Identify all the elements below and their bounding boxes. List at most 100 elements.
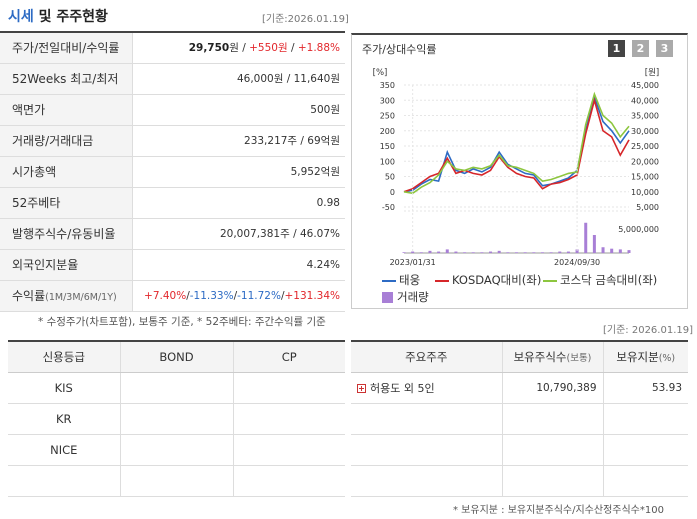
- chart-tab-1-button[interactable]: 1: [608, 40, 625, 57]
- left-tick-label: 100: [380, 157, 395, 166]
- info-row-volume: 거래량/거래대금 233,217주 / 69억원: [0, 126, 345, 157]
- legend-swatch: [435, 279, 449, 282]
- volume-bar: [592, 235, 596, 253]
- left-tick-label: 200: [380, 127, 395, 136]
- info-row-shares: 발행주식수/유동비율 20,007,381주 / 46.07%: [0, 219, 345, 250]
- series-line-2: [403, 97, 630, 193]
- holder-name-cell[interactable]: 허용도 외 5인: [351, 372, 502, 404]
- left-tick-label: 300: [380, 96, 395, 105]
- series-line-3: [403, 91, 630, 195]
- section-header: 시세 및 주주현황 [기준:2026.01.19]: [0, 0, 697, 33]
- volume-bar: [402, 252, 406, 253]
- volume-bar: [601, 247, 605, 253]
- right-tick-label: 25,000: [631, 142, 659, 151]
- left-tick-label: 150: [380, 142, 395, 151]
- holders-header-pct: 보유지분(%): [602, 342, 688, 373]
- right-axis-ticks: 45,000 40,000 35,000 30,000 25,000 20,000 15,0…: [631, 81, 659, 212]
- table-row: [351, 465, 688, 497]
- volume-bar: [610, 248, 614, 253]
- info-row-foreign: 외국인지분율 4.24%: [0, 250, 345, 281]
- credit-header-rating: 신용등급: [8, 342, 120, 373]
- volume-bar: [497, 250, 501, 253]
- volume-bar: [549, 252, 553, 253]
- chart-panel: 주가/상대수익률 1 2 3 [%] [원] 350 300 250 200 150 10…: [351, 33, 688, 309]
- chart-tab-2-button[interactable]: 2: [632, 40, 649, 57]
- legend-item-metal: 코스닥 금속대비(좌): [543, 272, 657, 288]
- x-tick-label: 2023/01/31: [390, 258, 436, 267]
- right-tick-label: 40,000: [631, 96, 659, 105]
- right-tick-label: 45,000: [631, 81, 659, 90]
- table-row: [8, 465, 345, 497]
- holders-footnote: * 보유지분 : 보유지분주식수/지수산정주식수*100: [453, 505, 664, 516]
- info-row-market-cap: 시가총액 5,952억원: [0, 157, 345, 188]
- right-tick-label: 20,000: [631, 157, 659, 166]
- left-tick-label: -50: [382, 203, 395, 212]
- legend-swatch: [382, 279, 396, 282]
- volume-bar: [454, 251, 458, 253]
- info-row-beta: 52주베타 0.98: [0, 188, 345, 219]
- volume-bar: [532, 252, 536, 253]
- volume-bar: [515, 252, 518, 253]
- volume-bar: [471, 252, 475, 253]
- header-divider: [0, 31, 345, 33]
- volume-bar: [489, 251, 493, 253]
- holders-base-date: [기준: 2026.01.19]: [603, 325, 694, 336]
- base-date: [기준:2026.01.19]: [262, 14, 349, 25]
- info-row-price: 주가/전일대비/수익률 29,750원 / +550원 / +1.88%: [0, 33, 345, 64]
- info-row-returns: 수익률(1M/3M/6M/1Y) +7.40%/-11.33%/-11.72%/…: [0, 281, 345, 312]
- left-unit-label: [%]: [373, 68, 388, 78]
- volume-bar: [506, 252, 510, 253]
- right-tick-label: 30,000: [631, 127, 659, 136]
- credit-header-cp: CP: [232, 342, 345, 373]
- volume-tick-label: 5,000,000: [618, 225, 659, 234]
- volume-bars: [402, 222, 631, 253]
- credit-header-bond: BOND: [119, 342, 233, 373]
- left-tick-label: 250: [380, 112, 395, 121]
- left-axis-ticks: 350 300 250 200 150 100 50 0 -50: [380, 81, 395, 212]
- legend-item-kosdaq: KOSDAQ대비(좌): [435, 272, 541, 288]
- volume-bar: [618, 249, 622, 253]
- series-lines: [403, 91, 630, 195]
- left-tick-label: 0: [390, 188, 395, 197]
- table-row: KR: [8, 403, 345, 435]
- right-unit-label: [원]: [645, 68, 659, 78]
- credit-rating-table: 신용등급 BOND CP KIS KR NICE: [8, 340, 345, 497]
- volume-bar: [627, 250, 631, 253]
- volume-bar: [558, 251, 562, 253]
- volume-bar: [540, 252, 544, 253]
- section-title: 시세 및 주주현황: [8, 9, 108, 25]
- right-tick-label: 10,000: [631, 188, 659, 197]
- volume-bar: [419, 252, 423, 253]
- x-tick-label: 2024/09/30: [554, 258, 600, 267]
- table-row: [351, 403, 688, 435]
- table-row: KIS: [8, 372, 345, 404]
- legend-item-volume: 거래량: [382, 289, 429, 305]
- volume-bar: [463, 252, 467, 253]
- x-axis-ticks: 2023/01/31 2024/09/30: [390, 85, 600, 267]
- table-row: 허용도 외 5인 10,790,389 53.93: [351, 372, 688, 404]
- volume-bar: [411, 251, 415, 253]
- holders-header-name: 주요주주: [351, 342, 502, 373]
- volume-bar: [566, 251, 570, 253]
- right-tick-label: 5,000: [636, 203, 659, 212]
- price-footnote: * 수정주가(차트포함), 보통주 기준, * 52주베타: 주간수익률 기준: [38, 316, 326, 328]
- volume-bar: [445, 249, 449, 253]
- legend-swatch: [543, 279, 557, 282]
- info-row-52weeks: 52Weeks 최고/최저 46,000원 / 11,640원: [0, 64, 345, 95]
- series-line-1: [403, 94, 630, 193]
- legend-item-taewoong: 태웅: [382, 272, 420, 288]
- major-shareholders-table: 주요주주 보유주식수(보통) 보유지분(%) 허용도 외 5인 10,790,3…: [351, 340, 688, 497]
- legend-swatch: [382, 292, 393, 303]
- volume-bar: [428, 250, 432, 253]
- right-tick-label: 15,000: [631, 173, 659, 182]
- volume-bar: [584, 222, 588, 253]
- chart-tab-3-button[interactable]: 3: [656, 40, 673, 57]
- volume-bar: [437, 251, 441, 253]
- holders-header-shares: 보유주식수(보통): [501, 342, 603, 373]
- right-tick-label: 35,000: [631, 112, 659, 121]
- expand-plus-icon[interactable]: [357, 384, 366, 393]
- table-row: [351, 434, 688, 466]
- left-tick-label: 50: [385, 173, 395, 182]
- volume-bar: [523, 252, 527, 253]
